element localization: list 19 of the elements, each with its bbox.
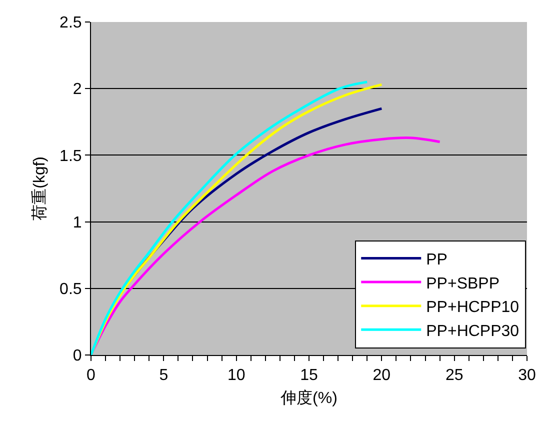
y-tick-label: 1.5 <box>60 148 82 165</box>
legend-label: PP <box>426 251 448 268</box>
y-axis-title: 荷重(kgf) <box>30 156 48 220</box>
legend-label: PP+HCPP30 <box>426 322 520 340</box>
legend-label: PP+HCPP10 <box>426 299 520 316</box>
x-tick-label: 15 <box>300 367 318 384</box>
y-tick-label: 0 <box>72 348 82 365</box>
y-tick-label: 0.5 <box>60 281 82 298</box>
x-tick-label: 30 <box>518 367 536 384</box>
y-tick-label: 2.5 <box>60 14 82 32</box>
x-tick-label: 10 <box>227 367 246 384</box>
legend-label: PP+SBPP <box>426 275 500 292</box>
y-tick-label: 1 <box>72 214 82 232</box>
x-tick-label: 0 <box>86 367 96 384</box>
y-tick-label: 2 <box>72 81 82 98</box>
x-axis-title: 伸度(%) <box>280 388 338 407</box>
x-tick-label: 25 <box>445 367 464 384</box>
x-tick-label: 5 <box>159 367 168 384</box>
x-tick-label: 20 <box>372 367 391 384</box>
